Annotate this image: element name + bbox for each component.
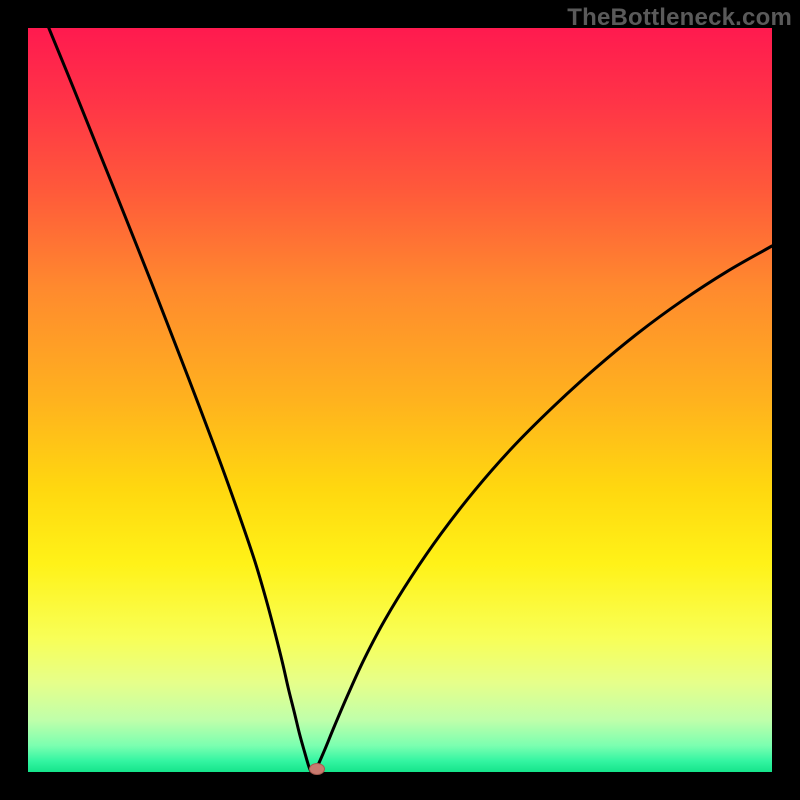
bottleneck-curve — [28, 28, 772, 772]
bottleneck-chart: TheBottleneck.com — [0, 0, 800, 800]
watermark-text: TheBottleneck.com — [567, 4, 792, 32]
optimum-marker — [309, 763, 325, 775]
plot-area — [28, 28, 772, 772]
